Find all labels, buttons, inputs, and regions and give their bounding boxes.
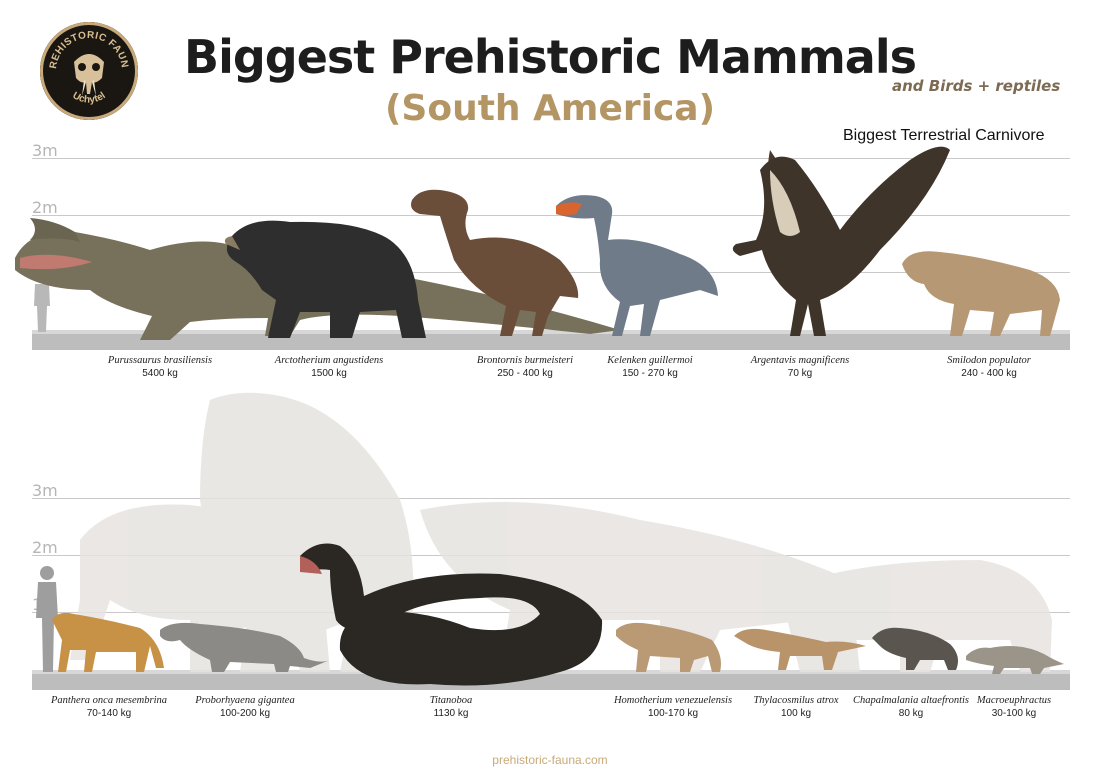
chapalmalania-illustration [872, 627, 958, 670]
human-scale-figure-bottom [36, 566, 58, 672]
species-name: Smilodon populator [947, 355, 1031, 366]
page-title: Biggest Prehistoric Mammals [184, 30, 917, 84]
species-weight: 70 kg [787, 368, 813, 379]
panthera-illustration [52, 612, 164, 672]
proborhyaena-illustration [160, 622, 330, 672]
species-weight: 250 - 400 kg [497, 368, 553, 379]
caption-macroeuphractus: Macroeuphractus 30-100 kg [929, 694, 1099, 720]
species-name: Thylacosmilus atrox [753, 695, 839, 706]
caption-arctotherium: Arctotherium angustidens 1500 kg [244, 354, 414, 380]
species-name: Argentavis magnificens [750, 355, 850, 366]
scale-label-3m-top: 3m [32, 141, 58, 160]
species-name: Kelenken guillermoi [607, 355, 693, 366]
species-weight: 5400 kg [142, 368, 178, 379]
page-subtitle: (South America) [384, 88, 716, 129]
species-name: Titanoboa [429, 695, 473, 706]
tagline: and Birds + reptiles [892, 77, 1061, 95]
macroeuphractus-illustration [966, 646, 1064, 674]
caption-argentavis: Argentavis magnificens 70 kg [715, 354, 885, 380]
caption-chapalmalania: Chapalmalania altaefrontis 80 kg [826, 694, 996, 720]
species-name: Proborhyaena gigantea [195, 695, 295, 706]
arctotherium-illustration [224, 220, 426, 338]
scale-label-2m-top: 2m [32, 198, 58, 217]
species-name: Brontornis burmeisteri [476, 355, 574, 366]
species-weight: 150 - 270 kg [622, 368, 678, 379]
species-weight: 80 kg [898, 708, 924, 719]
scale-label-2m-bottom: 2m [32, 538, 58, 557]
species-weight: 1500 kg [311, 368, 347, 379]
kelenken-illustration [556, 195, 718, 336]
caption-titanoboa: Titanoboa 1130 kg [366, 694, 536, 720]
ground-top [32, 330, 1070, 350]
gridline-3m-top [32, 158, 1070, 159]
caption-proborhyaena: Proborhyaena gigantea 100-200 kg [160, 694, 330, 720]
gridline-2m-top [32, 215, 1070, 216]
species-weight: 240 - 400 kg [961, 368, 1017, 379]
logo-bottom-text: Uchytel [71, 90, 108, 106]
species-weight: 100 kg [780, 708, 812, 719]
caption-panthera: Panthera onca mesembrina 70-140 kg [24, 694, 194, 720]
carnivore-label: Biggest Terrestrial Carnivore [843, 127, 1045, 144]
prehistoric-fauna-logo: PREHISTORIC FAUNA Uchytel [40, 22, 138, 120]
species-name: Purussaurus brasiliensis [107, 355, 213, 366]
brontornis-illustration [411, 189, 579, 336]
caption-thylacosmilus: Thylacosmilus atrox 100 kg [711, 694, 881, 720]
gridline-3m-bottom [32, 498, 1070, 499]
species-weight: 100-200 kg [219, 708, 271, 719]
scale-label-3m-bottom: 3m [32, 481, 58, 500]
footer-website-link[interactable]: prehistoric-fauna.com [492, 753, 608, 767]
species-weight: 30-100 kg [991, 708, 1037, 719]
caption-brontornis: Brontornis burmeisteri 250 - 400 kg [440, 354, 610, 380]
argentavis-illustration [732, 146, 950, 336]
species-weight: 100-170 kg [647, 708, 699, 719]
species-weight: 70-140 kg [86, 708, 132, 719]
species-name: Arctotherium angustidens [274, 355, 384, 366]
species-weight: 1130 kg [433, 708, 469, 719]
caption-purussaurus: Purussaurus brasiliensis 5400 kg [75, 354, 245, 380]
svg-text:Uchytel: Uchytel [71, 90, 108, 106]
species-name: Homotherium venezuelensis [613, 695, 733, 706]
caption-smilodon: Smilodon populator 240 - 400 kg [904, 354, 1074, 380]
thylacosmilus-illustration [734, 628, 866, 670]
species-name: Macroeuphractus [976, 695, 1052, 706]
species-name: Panthera onca mesembrina [50, 695, 168, 706]
species-name: Chapalmalania altaefrontis [853, 695, 969, 706]
caption-kelenken: Kelenken guillermoi 150 - 270 kg [565, 354, 735, 380]
caption-homotherium: Homotherium venezuelensis 100-170 kg [588, 694, 758, 720]
skull-icon: PREHISTORIC FAUNA Uchytel [40, 22, 129, 106]
homotherium-illustration [616, 622, 721, 672]
titanoboa-illustration [300, 543, 603, 686]
smilodon-illustration [902, 251, 1060, 336]
